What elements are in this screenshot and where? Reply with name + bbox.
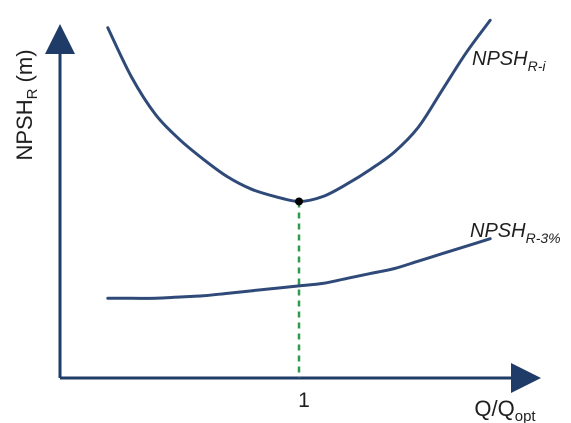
x-axis-label: Q/Qopt <box>474 396 536 423</box>
series-label-npshr-i-sub: R-i <box>528 58 547 74</box>
series-label-npshr-i: NPSHR-i <box>472 48 546 74</box>
series-label-npshr-i-main: NPSH <box>472 48 528 70</box>
marked-point <box>295 197 303 206</box>
x-tick-label-1: 1 <box>298 389 310 412</box>
y-axis-label-sub: R <box>24 88 41 99</box>
y-axis-label-text: NPSHR (m) <box>12 49 41 160</box>
series-line-npshr-3 <box>106 237 492 300</box>
series-label-npshr-3: NPSHR-3% <box>470 220 561 246</box>
series-label-npshr-3-sub: R-3% <box>526 230 561 246</box>
series-label-npshr-3-main: NPSH <box>470 220 526 242</box>
series-line-npshr-i <box>106 18 492 203</box>
x-axis-label-main: Q/Q <box>474 396 514 421</box>
y-axis-label-suffix: (m) <box>12 49 37 88</box>
y-axis-label: NPSHR (m) <box>12 49 41 160</box>
y-axis-label-main: NPSH <box>12 99 37 160</box>
x-axis-label-sub: opt <box>515 408 537 423</box>
